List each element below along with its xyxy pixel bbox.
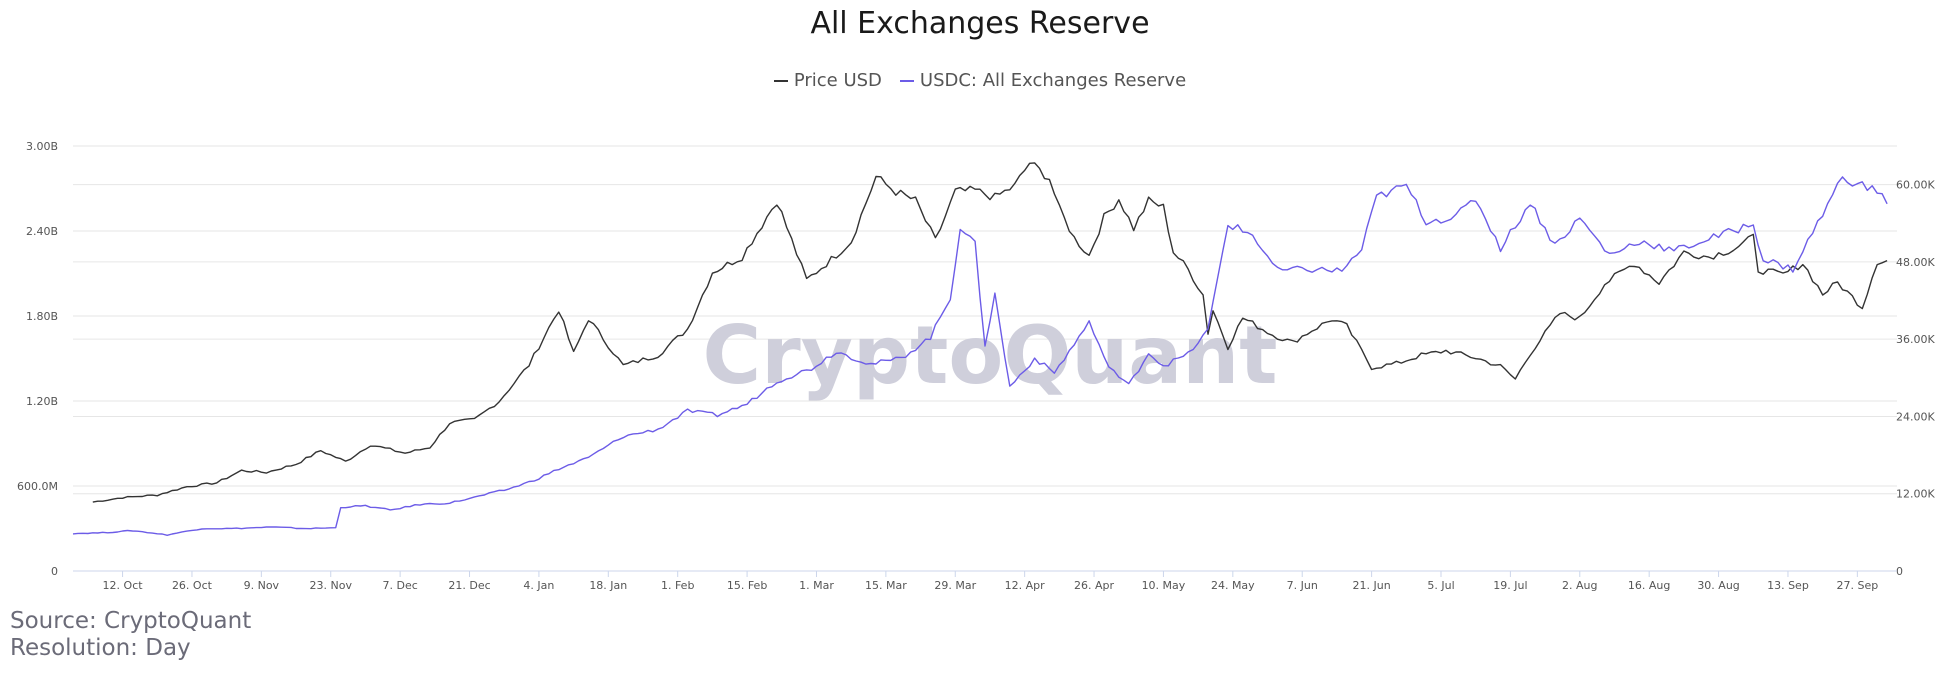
x-tick-label: 26. Oct xyxy=(172,579,213,592)
x-tick-label: 1. Mar xyxy=(799,579,834,592)
x-tick-label: 12. Apr xyxy=(1005,579,1045,592)
resolution-label: Resolution: Day xyxy=(10,635,191,661)
y-left-tick-label: 600.0M xyxy=(17,480,58,493)
legend-swatch-usdc xyxy=(899,79,914,82)
series-line-usdc-reserve[interactable] xyxy=(72,176,1888,536)
x-tick-label: 15. Mar xyxy=(865,579,907,592)
x-tick-label: 7. Jun xyxy=(1287,579,1318,592)
y-left-tick-label: 3.00B xyxy=(26,140,58,153)
y-right-tick-label: 0 xyxy=(1896,565,1903,578)
x-tick-label: 21. Dec xyxy=(448,579,490,592)
x-tick-label: 19. Jul xyxy=(1493,579,1527,592)
y-right-tick-label: 36.00K xyxy=(1896,333,1935,346)
x-tick-label: 27. Sep xyxy=(1836,579,1878,592)
x-tick-label: 12. Oct xyxy=(103,579,144,592)
y-right-tick-label: 24.00K xyxy=(1896,410,1935,423)
chart-title: All Exchanges Reserve xyxy=(810,6,1150,41)
x-tick-label: 2. Aug xyxy=(1562,579,1597,592)
x-tick-label: 4. Jan xyxy=(523,579,554,592)
source-block: Source: CryptoQuant Resolution: Day xyxy=(10,608,251,662)
x-tick-label: 23. Nov xyxy=(310,579,353,592)
x-tick-label: 13. Sep xyxy=(1767,579,1809,592)
y-left-tick-label: 0 xyxy=(51,565,58,578)
x-tick-label: 16. Aug xyxy=(1628,579,1670,592)
y-left-tick-label: 1.80B xyxy=(26,310,58,323)
x-tick-label: 1. Feb xyxy=(661,579,694,592)
x-tick-label: 29. Mar xyxy=(934,579,976,592)
x-tick-label: 30. Aug xyxy=(1697,579,1739,592)
legend-item-price[interactable]: Price USD xyxy=(773,70,882,91)
y-left-tick-label: 1.20B xyxy=(26,395,58,408)
x-tick-label: 7. Dec xyxy=(382,579,417,592)
y-left-tick-label: 2.40B xyxy=(26,225,58,238)
x-tick-label: 5. Jul xyxy=(1427,579,1454,592)
x-tick-label: 15. Feb xyxy=(727,579,767,592)
y-right-tick-label: 60.00K xyxy=(1896,179,1935,192)
x-tick-label: 24. May xyxy=(1211,579,1255,592)
legend-label-usdc: USDC: All Exchanges Reserve xyxy=(919,70,1187,91)
x-tick-label: 10. May xyxy=(1142,579,1186,592)
y-right-tick-label: 12.00K xyxy=(1896,488,1935,501)
x-tick-label: 21. Jun xyxy=(1353,579,1391,592)
x-tick-label: 26. Apr xyxy=(1074,579,1114,592)
source-label: Source: CryptoQuant xyxy=(10,608,252,634)
x-tick-label: 18. Jan xyxy=(589,579,627,592)
legend-item-usdc[interactable]: USDC: All Exchanges Reserve xyxy=(899,70,1187,91)
legend-swatch-price xyxy=(773,79,788,82)
series-line-price-usd[interactable] xyxy=(92,162,1888,503)
x-tick-label: 9. Nov xyxy=(244,579,280,592)
legend: Price USD USDC: All Exchanges Reserve xyxy=(0,70,1960,91)
legend-label-price: Price USD xyxy=(793,70,882,91)
y-right-tick-label: 48.00K xyxy=(1896,256,1935,269)
